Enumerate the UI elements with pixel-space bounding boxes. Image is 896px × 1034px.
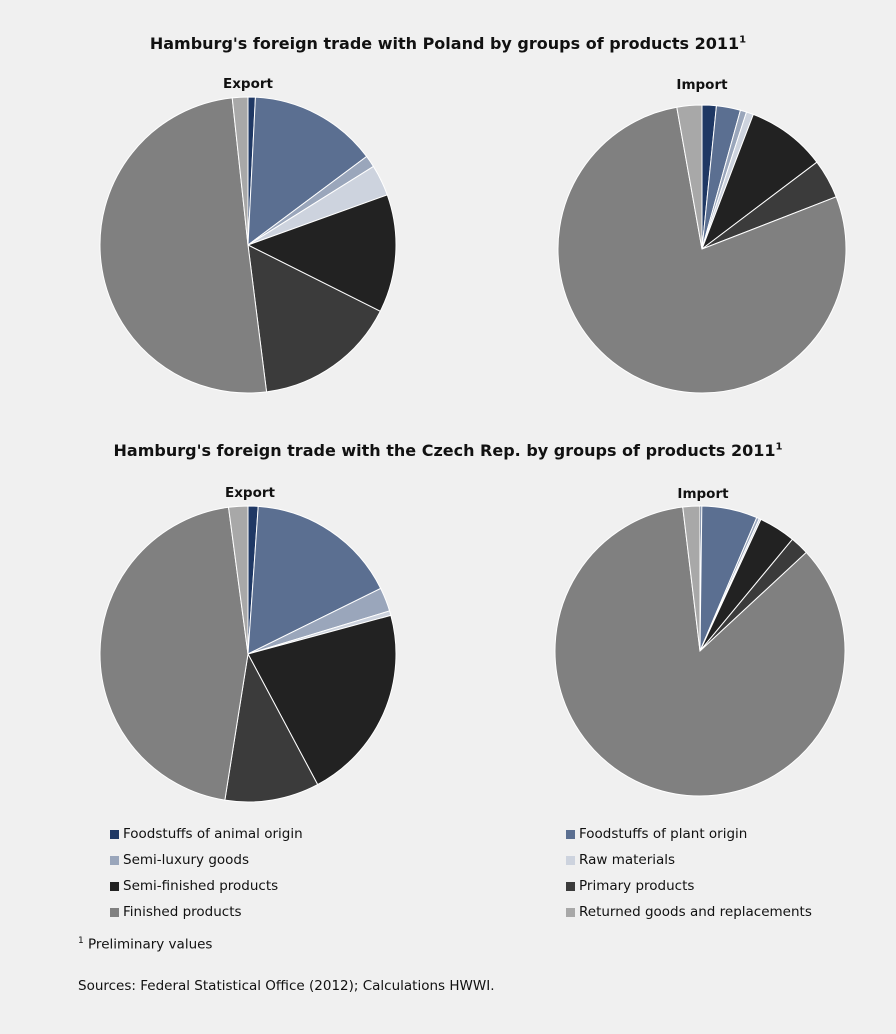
legend-label: Semi-luxury goods — [123, 852, 250, 868]
pie-slice-semi-finished-products — [247, 614, 397, 786]
pie-label-poland-import: Import — [676, 77, 728, 93]
legend-item: Finished products — [110, 904, 242, 920]
legend-item: Semi-luxury goods — [110, 852, 249, 868]
pie-slice-foodstuffs-of-plant-origin — [247, 505, 382, 655]
legend-label: Primary products — [579, 878, 695, 894]
chart-title-czech: Hamburg's foreign trade with the Czech R… — [0, 441, 896, 460]
pie-slice-finished-products — [557, 106, 847, 394]
title-text-poland: Hamburg's foreign trade with Poland by g… — [149, 34, 740, 53]
legend-item: Raw materials — [566, 852, 675, 868]
pie-slice-returned-goods-and-replacements — [682, 505, 701, 652]
legend-label: Foodstuffs of plant origin — [579, 826, 748, 842]
pie-slice-semi-finished-products — [700, 113, 818, 251]
pie-slice-finished-products — [99, 97, 268, 394]
chart-title-poland: Hamburg's foreign trade with Poland by g… — [0, 34, 896, 53]
legend-label: Semi-finished products — [123, 878, 279, 894]
legend-label: Foodstuffs of animal origin — [123, 826, 303, 842]
sources: Sources: Federal Statistical Office (201… — [78, 978, 495, 994]
pie-label-poland-export: Export — [223, 76, 273, 92]
legend-item: Returned goods and replacements — [566, 904, 812, 920]
legend-swatch — [110, 855, 119, 865]
legend-item: Semi-finished products — [110, 878, 278, 894]
pie-chart-czech-export — [99, 505, 397, 803]
legend-swatch — [110, 829, 119, 839]
pie-slice-primary-products — [247, 244, 381, 393]
legend-swatch — [566, 881, 575, 891]
pie-slice-returned-goods-and-replacements — [676, 104, 703, 250]
legend-swatch — [566, 907, 575, 917]
legend-swatch — [110, 881, 119, 891]
legend-item: Foodstuffs of animal origin — [110, 826, 303, 842]
pie-label-czech-import: Import — [677, 486, 729, 502]
pie-slice-finished-products — [99, 506, 249, 801]
legend-item: Primary products — [566, 878, 694, 894]
footnote-mark: 1 — [739, 34, 747, 46]
legend-swatch — [566, 829, 575, 839]
pie-slice-returned-goods-and-replacements — [231, 96, 249, 246]
legend-label: Returned goods and replacements — [579, 904, 812, 920]
pie-slice-primary-products — [224, 652, 319, 803]
pie-chart-poland-import — [557, 104, 847, 394]
pie-slice-semi-finished-products — [246, 194, 397, 313]
legend-label: Raw materials — [579, 852, 676, 868]
footnote-text: Preliminary values — [88, 936, 213, 953]
pie-slice-foodstuffs-of-plant-origin — [247, 96, 368, 247]
footnote-mark: 1 — [78, 936, 84, 946]
legend-swatch — [110, 907, 119, 917]
legend-item: Foodstuffs of plant origin — [566, 826, 747, 842]
legend-label: Finished products — [123, 904, 242, 920]
pie-chart-czech-import — [554, 505, 846, 797]
title-text-czech: Hamburg's foreign trade with the Czech R… — [113, 441, 776, 460]
legend-swatch — [566, 855, 575, 865]
pie-chart-poland-export — [99, 96, 397, 394]
pie-label-czech-export: Export — [225, 485, 275, 501]
footnote-mark: 1 — [775, 441, 783, 453]
pie-slice-returned-goods-and-replacements — [227, 505, 249, 655]
pie-slice-finished-products — [554, 506, 846, 797]
footnote: 1 Preliminary values — [78, 936, 212, 953]
